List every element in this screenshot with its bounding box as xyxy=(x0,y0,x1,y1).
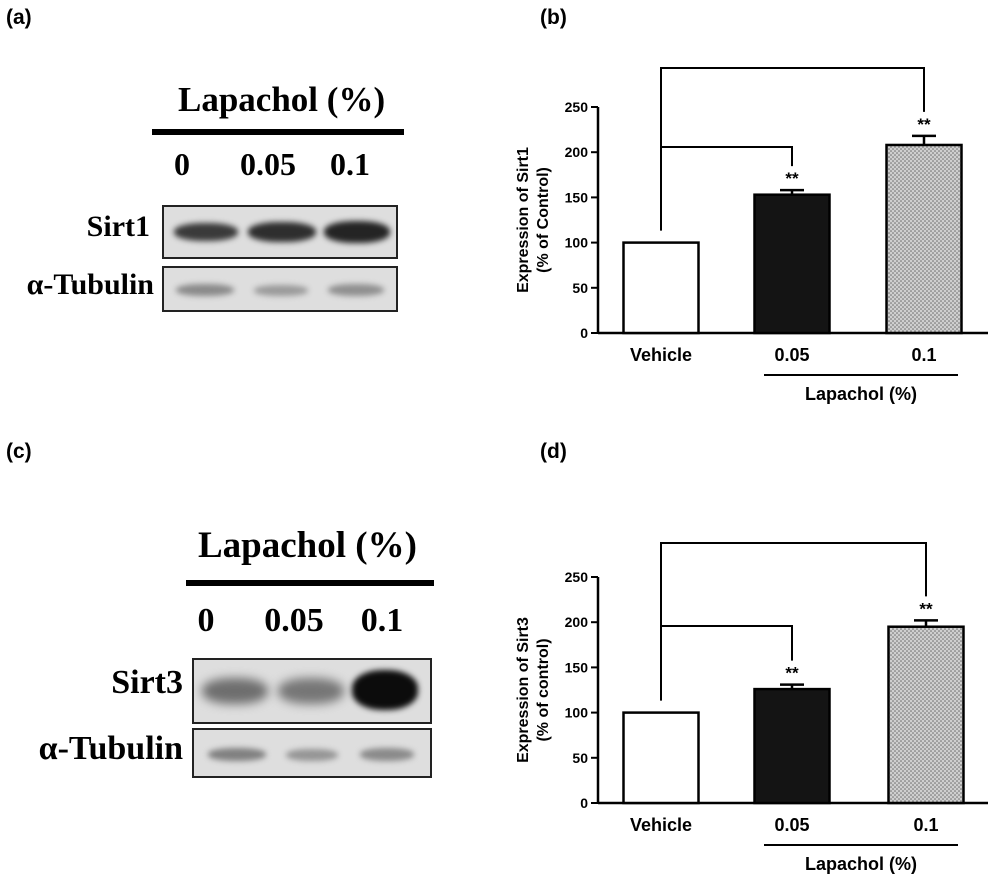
comparison-bracket xyxy=(660,146,793,231)
y-tick-label: 100 xyxy=(565,235,589,251)
blot-band xyxy=(360,748,414,761)
blot-a-sirt1-strip xyxy=(162,205,398,259)
blot-a-lane-label: 0 xyxy=(174,146,190,182)
panel-label-c: (c) xyxy=(6,440,32,463)
western-blot-c: Lapachol (%) 0 0.05 0.1 Sirt3 α-Tubulin xyxy=(0,0,440,800)
y-tick-label: 200 xyxy=(565,614,589,630)
y-axis-label: (% of Control) xyxy=(535,167,552,273)
x-category-label: 0.1 xyxy=(911,345,936,365)
blot-band xyxy=(328,284,384,296)
x-category-label: Vehicle xyxy=(630,345,692,365)
blot-band xyxy=(202,678,268,704)
western-blot-a: Lapachol (%) 0 0.05 0.1 Sirt1 α-Tubulin xyxy=(0,0,420,320)
blot-band xyxy=(176,284,234,296)
blot-band xyxy=(174,223,238,241)
blot-c-title: Lapachol (%) xyxy=(198,525,417,566)
bar-2 xyxy=(753,687,831,805)
x-category-label: Vehicle xyxy=(630,815,692,835)
blot-band xyxy=(352,670,418,710)
y-axis-label: Expression of Sirt1 xyxy=(515,147,532,293)
y-tick-label: 0 xyxy=(580,325,588,341)
blot-band xyxy=(248,222,316,242)
blot-band xyxy=(208,748,266,761)
panel-label-d: (d) xyxy=(540,440,567,463)
bar-1 xyxy=(622,241,700,335)
blot-c-tubulin-strip xyxy=(192,728,432,778)
x-category-label: 0.05 xyxy=(774,815,809,835)
group-label: Lapachol (%) xyxy=(805,384,917,404)
y-tick-label: 50 xyxy=(572,280,588,296)
blot-band xyxy=(278,678,344,704)
y-axis-label: Expression of Sirt3 xyxy=(515,617,532,763)
significance-marker: ** xyxy=(917,115,931,134)
blot-c-title-rule xyxy=(186,580,434,586)
y-axis-label: (% of control) xyxy=(535,638,552,741)
comparison-bracket xyxy=(660,625,793,701)
blot-a-tubulin-strip xyxy=(162,266,398,312)
y-tick-label: 250 xyxy=(565,99,589,115)
y-tick-label: 150 xyxy=(565,659,589,675)
y-tick-label: 250 xyxy=(565,569,589,585)
y-tick-label: 150 xyxy=(565,189,589,205)
blot-c-row-label: Sirt3 xyxy=(111,664,183,701)
blot-a-row-label: α-Tubulin xyxy=(26,268,154,301)
group-label: Lapachol (%) xyxy=(805,854,917,874)
blot-c-row-label: α-Tubulin xyxy=(38,730,183,767)
blot-c-lane-label: 0.05 xyxy=(264,602,324,639)
blot-c-sirt3-strip xyxy=(192,658,432,724)
bar-3 xyxy=(887,625,965,805)
blot-c-lane-label: 0 xyxy=(197,602,215,639)
significance-marker: ** xyxy=(919,599,933,618)
blot-c-lane-label: 0.1 xyxy=(360,602,404,639)
comparison-bracket xyxy=(660,67,925,147)
y-tick-label: 100 xyxy=(565,705,589,721)
panel-label-b: (b) xyxy=(540,6,567,29)
blot-a-title-rule xyxy=(152,129,404,135)
blot-band xyxy=(286,749,338,761)
blot-a-title: Lapachol (%) xyxy=(178,80,386,119)
significance-marker: ** xyxy=(785,664,799,683)
bar-1 xyxy=(622,711,700,805)
blot-a-lane-label: 0.05 xyxy=(240,146,296,182)
x-category-label: 0.05 xyxy=(774,345,809,365)
panel-label-a: (a) xyxy=(6,6,32,29)
blot-a-lane-label: 0.1 xyxy=(330,146,370,182)
y-tick-label: 200 xyxy=(565,144,589,160)
bar-3 xyxy=(885,143,963,335)
x-category-label: 0.1 xyxy=(913,815,938,835)
blot-band xyxy=(324,221,390,243)
significance-marker: ** xyxy=(785,169,799,188)
y-tick-label: 0 xyxy=(580,795,588,811)
comparison-bracket xyxy=(660,542,927,626)
y-tick-label: 50 xyxy=(572,750,588,766)
blot-band xyxy=(254,285,308,296)
bar-2 xyxy=(753,193,831,335)
blot-a-row-label: Sirt1 xyxy=(86,210,150,243)
